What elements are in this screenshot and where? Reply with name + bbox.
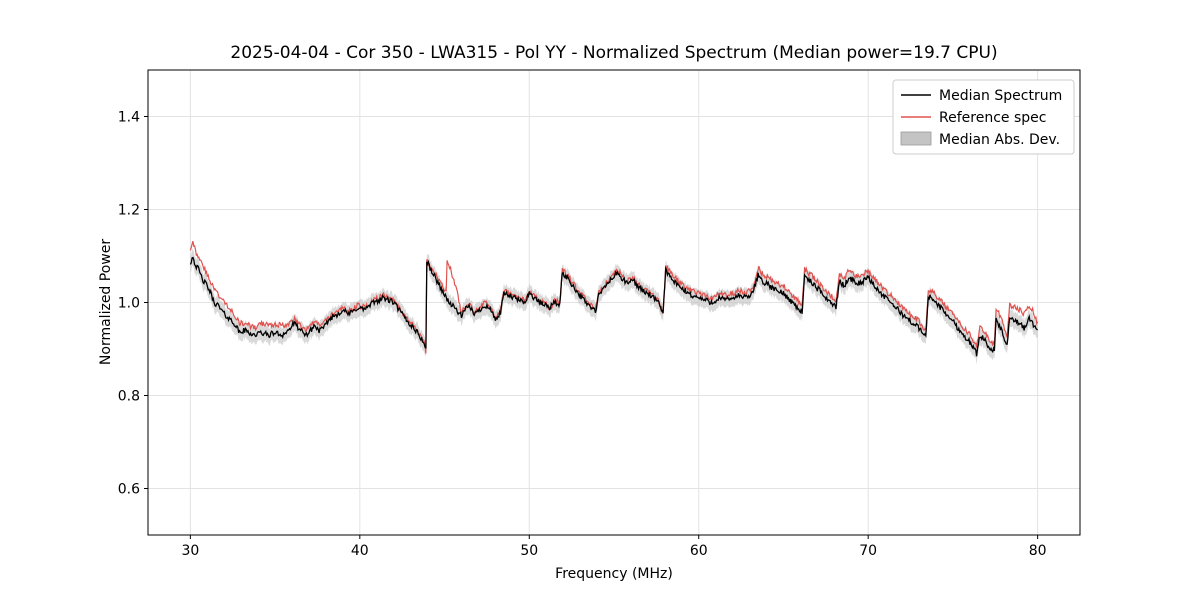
legend-entry-median: Median Spectrum (901, 88, 1062, 104)
median-series-line (189, 256, 1038, 357)
legend-entry-mad: Median Abs. Dev. (900, 131, 1060, 148)
reference-series-line (189, 240, 1039, 354)
x-tick-label: 70 (859, 543, 877, 559)
legend-entry-reference: Reference spec (901, 110, 1046, 126)
mad-patch-sample (900, 131, 932, 146)
y-tick-label: 0.8 (118, 389, 140, 405)
y-tick-label: 1.2 (118, 203, 140, 219)
mad-band (190, 249, 1038, 365)
x-tick-label: 60 (690, 543, 708, 559)
legend-label-mad: Median Abs. Dev. (939, 132, 1060, 148)
data-layer (189, 240, 1039, 365)
legend-label-reference: Reference spec (939, 110, 1046, 126)
y-tick-label: 1.0 (118, 296, 140, 312)
x-axis-label: Frequency (MHz) (555, 566, 673, 582)
x-tick-label: 30 (181, 543, 199, 559)
chart-title: 2025-04-04 - Cor 350 - LWA315 - Pol YY -… (230, 43, 997, 63)
legend-box (892, 79, 1075, 155)
x-tick-label: 50 (520, 543, 538, 559)
y-tick-label: 0.6 (118, 482, 140, 498)
x-tick-label: 80 (1029, 543, 1047, 559)
y-tick-label: 1.4 (118, 110, 140, 126)
axis-ticks: 30 40 50 60 70 80 0.6 0.8 1.0 1.2 1.4 (118, 110, 1047, 560)
x-tick-label: 40 (351, 543, 369, 559)
legend: Median Spectrum Reference spec Median Ab… (892, 79, 1075, 155)
legend-label-median: Median Spectrum (939, 88, 1062, 104)
y-axis-label: Normalized Power (98, 239, 114, 365)
